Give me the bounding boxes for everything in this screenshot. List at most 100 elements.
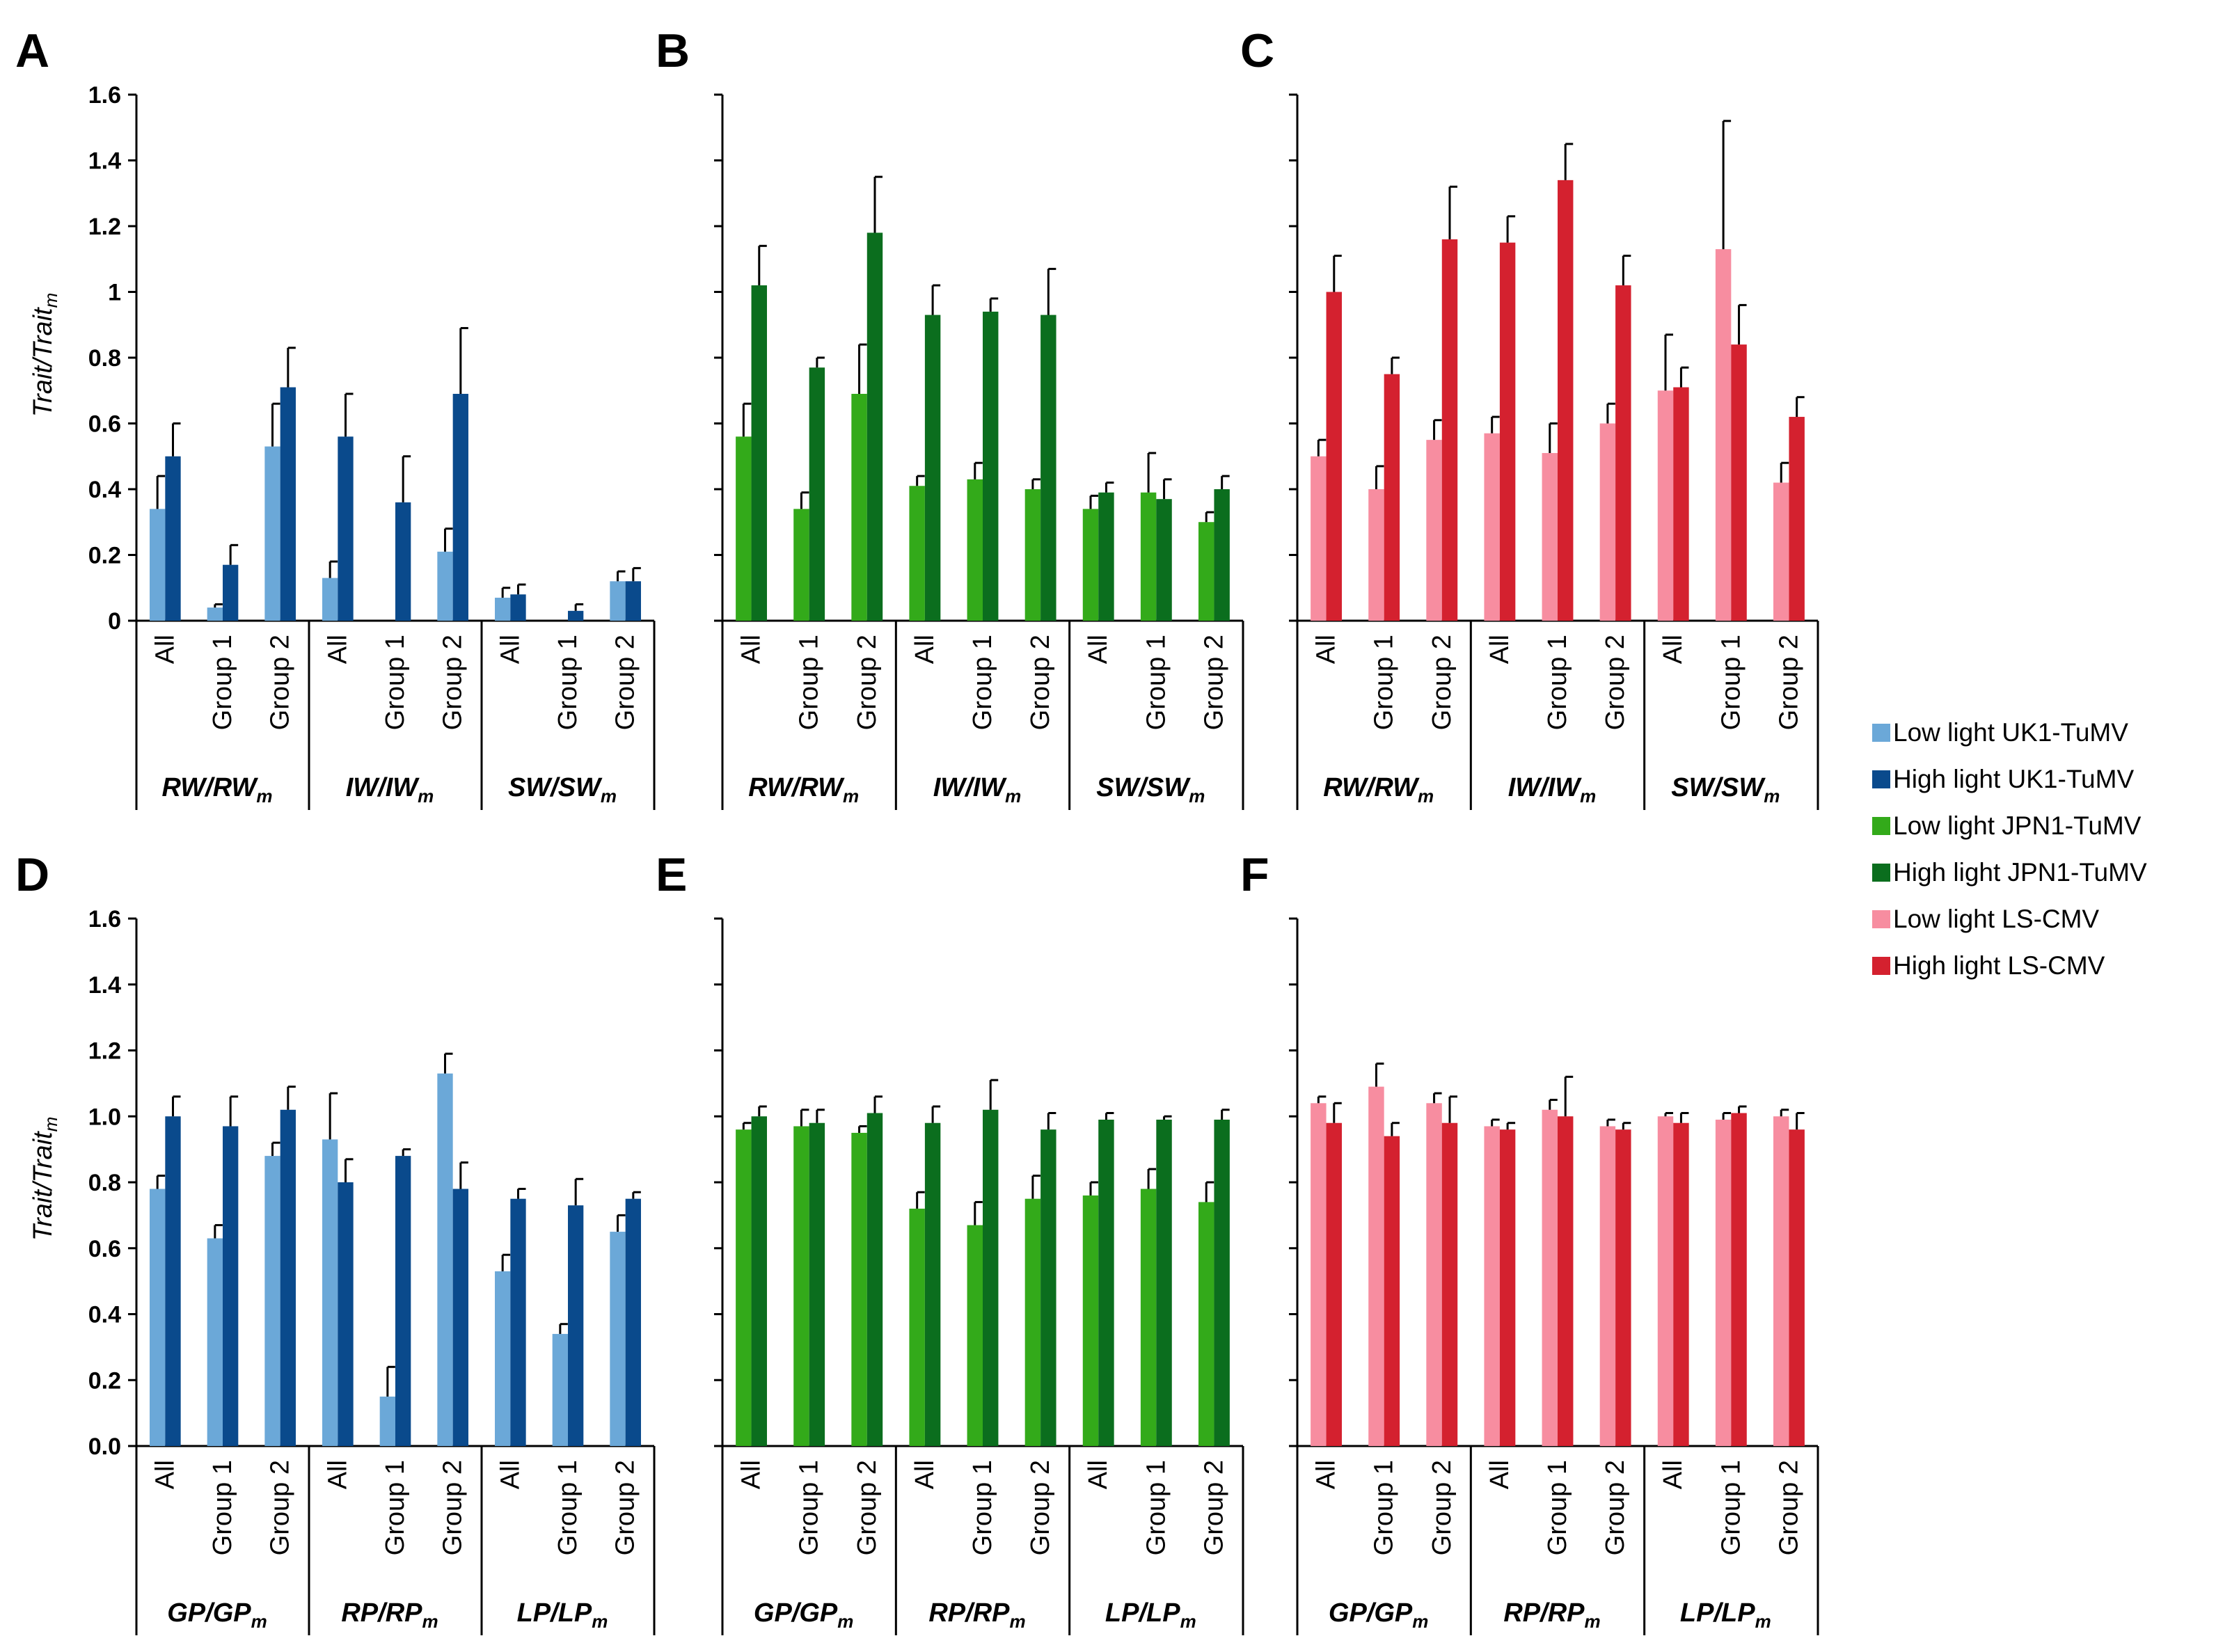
bar-low bbox=[1311, 1103, 1327, 1446]
y-tick-label: 1 bbox=[108, 280, 121, 306]
bar-high bbox=[1040, 1129, 1056, 1446]
category-label: All bbox=[323, 635, 352, 664]
legend-swatch bbox=[1872, 910, 1890, 928]
category-label: Group 1 bbox=[1543, 1460, 1572, 1555]
y-tick-label: 0.4 bbox=[88, 477, 121, 503]
category-label: Group 2 bbox=[1601, 635, 1630, 730]
category-label: All bbox=[910, 1460, 940, 1489]
group-label-text: SW/SW bbox=[508, 773, 603, 802]
bar-low bbox=[851, 1132, 867, 1446]
category-label: All bbox=[496, 1460, 525, 1489]
category-label: All bbox=[150, 1460, 180, 1489]
bar-low bbox=[736, 1129, 752, 1446]
bar-low bbox=[1715, 1119, 1732, 1446]
bar-low bbox=[1773, 1116, 1789, 1446]
group-label: GP/GPm bbox=[167, 1598, 267, 1632]
group-label-text: LP/LP bbox=[1680, 1598, 1755, 1628]
category-label: Group 2 bbox=[1199, 1460, 1228, 1555]
bar-high bbox=[1615, 1129, 1631, 1446]
group-label-subscript: m bbox=[1585, 1611, 1601, 1632]
y-tick-label: 1.2 bbox=[88, 1038, 121, 1065]
bar-high bbox=[568, 1205, 584, 1446]
category-label: Group 1 bbox=[553, 1460, 583, 1555]
bar-high bbox=[983, 311, 999, 621]
legend-swatch bbox=[1872, 724, 1890, 742]
bar-low bbox=[150, 1189, 166, 1446]
bar-low bbox=[1368, 1086, 1384, 1446]
group-label: RW/RWm bbox=[748, 773, 859, 807]
legend-label: High light UK1-TuMV bbox=[1893, 765, 2135, 793]
group-label-text: IW/IW bbox=[1508, 773, 1583, 802]
category-label: Group 2 bbox=[1774, 1460, 1803, 1555]
category-label: Group 1 bbox=[968, 635, 997, 730]
bar-high bbox=[1789, 1129, 1805, 1446]
group-label-text: SW/SW bbox=[1096, 773, 1191, 802]
bar-low bbox=[1140, 492, 1157, 621]
bar-low bbox=[1599, 1126, 1616, 1446]
category-label: Group 2 bbox=[1427, 635, 1457, 730]
bar-high bbox=[809, 1122, 825, 1446]
bar-low bbox=[495, 597, 511, 621]
bar-low bbox=[1657, 1116, 1674, 1446]
group-label: SW/SWm bbox=[1096, 773, 1205, 807]
bar-high bbox=[1214, 489, 1230, 621]
category-label: Group 1 bbox=[1370, 1460, 1399, 1555]
category-label: Group 2 bbox=[611, 635, 640, 730]
bar-low bbox=[264, 1156, 280, 1446]
y-tick-label: 0.6 bbox=[88, 411, 121, 438]
group-label-subscript: m bbox=[592, 1611, 608, 1632]
group-label-text: RW/RW bbox=[748, 773, 845, 802]
bar-high bbox=[1156, 1119, 1172, 1446]
bar-high bbox=[223, 564, 239, 621]
y-tick-label: 0.0 bbox=[88, 1433, 121, 1460]
bar-low bbox=[1024, 1198, 1041, 1446]
category-label: Group 1 bbox=[553, 635, 583, 730]
y-axis-label-top: Trait/Traitm bbox=[29, 293, 61, 418]
category-label: All bbox=[737, 1460, 766, 1489]
category-label: All bbox=[1659, 635, 1688, 664]
category-label: Group 2 bbox=[266, 635, 295, 730]
bar-low bbox=[495, 1271, 511, 1446]
group-label-subscript: m bbox=[601, 786, 617, 807]
y-axis-label-bottom: Trait/Traitm bbox=[29, 1117, 61, 1241]
y-tick-label: 1.0 bbox=[88, 1104, 121, 1130]
bar-high bbox=[1731, 344, 1747, 621]
category-label: Group 1 bbox=[1716, 1460, 1746, 1555]
bar-high bbox=[924, 1122, 941, 1446]
bar-high bbox=[338, 436, 354, 621]
bar-high bbox=[338, 1182, 354, 1446]
group-label-subscript: m bbox=[1180, 1611, 1196, 1632]
legend-label: Low light JPN1-TuMV bbox=[1893, 811, 2142, 840]
group-label-text: RP/RP bbox=[1503, 1598, 1585, 1628]
category-label: Group 1 bbox=[795, 635, 824, 730]
category-label: Group 2 bbox=[1427, 1460, 1457, 1555]
bar-high bbox=[1673, 387, 1689, 621]
group-label: GP/GPm bbox=[1329, 1598, 1428, 1632]
bar-high bbox=[983, 1109, 999, 1446]
y-tick-label: 1.4 bbox=[88, 148, 121, 175]
category-label: Group 1 bbox=[795, 1460, 824, 1555]
bar-low bbox=[437, 551, 453, 621]
bar-high bbox=[866, 232, 883, 621]
category-label: Group 2 bbox=[438, 1460, 468, 1555]
category-label: All bbox=[496, 635, 525, 664]
category-label: Group 1 bbox=[1141, 635, 1171, 730]
bar-high bbox=[1558, 1116, 1574, 1446]
bar-low bbox=[437, 1073, 453, 1446]
bar-low bbox=[1198, 522, 1214, 621]
group-label-text: GP/GP bbox=[754, 1598, 838, 1628]
bar-low bbox=[736, 436, 752, 621]
category-label: All bbox=[737, 635, 766, 664]
group-label-text: GP/GP bbox=[167, 1598, 251, 1628]
group-label-subscript: m bbox=[1412, 1611, 1428, 1632]
bar-high bbox=[1384, 374, 1400, 621]
category-label: All bbox=[1485, 635, 1514, 664]
bar-low bbox=[610, 1232, 626, 1446]
group-label: LP/LPm bbox=[517, 1598, 608, 1632]
y-tick-label: 0.8 bbox=[88, 1170, 121, 1196]
group-label: SW/SWm bbox=[508, 773, 617, 807]
bar-high bbox=[452, 1189, 468, 1446]
bar-high bbox=[280, 387, 296, 621]
group-label: RW/RWm bbox=[162, 773, 273, 807]
category-label: Group 2 bbox=[1774, 635, 1803, 730]
